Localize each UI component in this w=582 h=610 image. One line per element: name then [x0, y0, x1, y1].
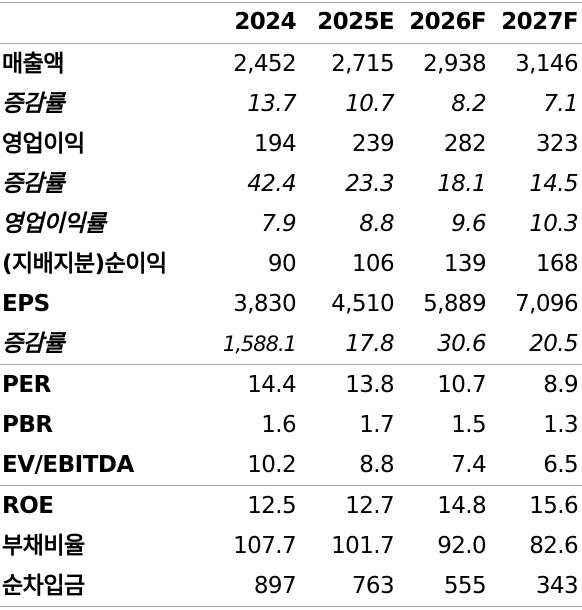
row-label: 증감률	[2, 331, 64, 357]
table-cell: 18.1	[437, 171, 486, 197]
table-row-eps: EPS 3,830 4,510 5,889 7,096	[0, 284, 582, 324]
table-cell: 194	[253, 131, 297, 157]
section-rule	[0, 485, 582, 486]
table-cell: 7,096	[515, 291, 578, 317]
row-label: (지배지분)순이익	[2, 251, 167, 277]
table-cell: 7.4	[451, 452, 486, 478]
table-row-ev-ebitda: EV/EBITDA 10.2 8.8 7.4 6.5	[0, 445, 582, 485]
table-cell: 12.5	[247, 493, 296, 519]
row-label: 부채비율	[2, 533, 85, 559]
table-cell: 1.3	[543, 412, 578, 438]
table-cell: 20.5	[529, 331, 578, 357]
table-cell: 1.5	[451, 412, 486, 438]
table-cell: 5,889	[423, 291, 486, 317]
table-cell: 4,510	[331, 291, 394, 317]
header-rule	[0, 43, 582, 44]
row-label: 영업이익률	[2, 211, 106, 237]
table-cell: 10.2	[247, 452, 296, 478]
table-cell: 6.5	[543, 452, 578, 478]
row-label: ROE	[2, 493, 54, 519]
section-rule	[0, 364, 582, 365]
table-row-pbr: PBR 1.6 1.7 1.5 1.3	[0, 405, 582, 445]
table-cell: 323	[535, 131, 579, 157]
table-cell: 7.9	[261, 211, 296, 237]
row-label: PER	[2, 372, 51, 398]
table-cell: 106	[351, 251, 395, 277]
table-cell: 1.7	[359, 412, 394, 438]
table-cell: 8.9	[543, 372, 578, 398]
table-cell: 92.0	[437, 533, 486, 559]
table-cell: 14.5	[529, 171, 578, 197]
table-cell: 2,715	[331, 51, 394, 77]
table-cell: 14.4	[247, 372, 296, 398]
row-label: 영업이익	[2, 131, 85, 157]
row-label: 순차입금	[2, 573, 85, 599]
table-cell: 15.6	[529, 493, 578, 519]
table-row-operating-margin: 영업이익률 7.9 8.8 9.6 10.3	[0, 204, 582, 244]
table-cell: 8.2	[451, 91, 486, 117]
table-cell: 23.3	[345, 171, 394, 197]
table-cell: 1.6	[261, 412, 296, 438]
table-cell: 10.7	[345, 91, 394, 117]
table-cell: 10.3	[529, 211, 578, 237]
table-cell: 282	[443, 131, 487, 157]
table-row-eps-growth: 증감률 1,588.1 17.8 30.6 20.5	[0, 324, 582, 364]
table-cell: 10.7	[437, 372, 486, 398]
table-cell: 101.7	[331, 533, 394, 559]
table-cell: 30.6	[437, 331, 486, 357]
table-row-operating-profit: 영업이익 194 239 282 323	[0, 124, 582, 164]
table-row-roe: ROE 12.5 12.7 14.8 15.6	[0, 486, 582, 526]
table-cell: 343	[535, 573, 579, 599]
table-cell: 2,452	[233, 51, 296, 77]
row-label: PBR	[2, 412, 53, 438]
table-cell: 2,938	[423, 51, 486, 77]
table-row-net-income: (지배지분)순이익 90 106 139 168	[0, 244, 582, 284]
table-cell: 82.6	[529, 533, 578, 559]
table-cell: 8.8	[359, 452, 394, 478]
table-cell: 239	[351, 131, 395, 157]
table-cell: 555	[443, 573, 487, 599]
table-cell: 763	[351, 573, 395, 599]
table-cell: 17.8	[345, 331, 394, 357]
table-cell: 13.7	[247, 91, 296, 117]
row-label: 증감률	[2, 171, 64, 197]
table-cell: 13.8	[345, 372, 394, 398]
table-cell: 8.8	[359, 211, 394, 237]
column-header-2026f: 2026F	[409, 9, 486, 35]
column-header-2024: 2024	[234, 9, 296, 35]
table-cell: 3,146	[515, 51, 578, 77]
row-label: EV/EBITDA	[2, 452, 134, 478]
table-row-revenue: 매출액 2,452 2,715 2,938 3,146	[0, 44, 582, 84]
column-header-2025e: 2025E	[317, 9, 394, 35]
header-row: 2024 2025E 2026F 2027F	[0, 2, 582, 42]
top-rule	[0, 2, 582, 3]
table-row-net-debt: 순차입금 897 763 555 343	[0, 566, 582, 606]
row-label: 증감률	[2, 91, 64, 117]
table-cell: 107.7	[233, 533, 296, 559]
table-cell: 9.6	[451, 211, 486, 237]
table-cell: 1,588.1	[222, 332, 297, 356]
table-cell: 7.1	[543, 91, 578, 117]
table-row-debt-ratio: 부채비율 107.7 101.7 92.0 82.6	[0, 526, 582, 566]
bottom-rule	[0, 606, 582, 607]
table-cell: 12.7	[345, 493, 394, 519]
row-label: EPS	[2, 291, 50, 317]
table-cell: 897	[253, 573, 297, 599]
table-row-revenue-growth: 증감률 13.7 10.7 8.2 7.1	[0, 84, 582, 124]
table-cell: 90	[267, 251, 297, 277]
column-header-2027f: 2027F	[501, 9, 578, 35]
table-cell: 3,830	[233, 291, 296, 317]
row-label: 매출액	[2, 51, 64, 77]
table-cell: 42.4	[247, 171, 296, 197]
table-cell: 139	[443, 251, 487, 277]
table-cell: 168	[535, 251, 579, 277]
table-row-per: PER 14.4 13.8 10.7 8.9	[0, 365, 582, 405]
table-row-operating-profit-growth: 증감률 42.4 23.3 18.1 14.5	[0, 164, 582, 204]
table-cell: 14.8	[437, 493, 486, 519]
